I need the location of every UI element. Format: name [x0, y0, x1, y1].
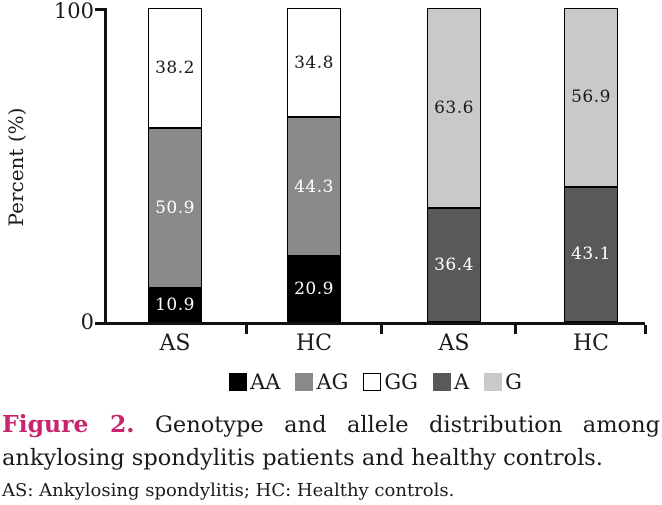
x-axis-tick [245, 325, 248, 334]
legend-item-AA: AA [229, 370, 280, 394]
legend-label-G: G [505, 370, 522, 394]
caption-line-1: Figure 2. Genotype and allele distributi… [2, 407, 660, 442]
y-tick-label-100: 100 [53, 0, 94, 23]
bar-segment-G-AS: 63.6 [427, 8, 481, 208]
bar-segment-A-AS: 36.4 [427, 207, 481, 322]
x-axis-line [95, 322, 645, 325]
legend-swatch-AA [229, 373, 248, 391]
segment-value-label: 36.4 [434, 254, 474, 275]
bar-segment-AG-HC: 44.3 [287, 117, 341, 257]
x-axis-tick [644, 325, 647, 334]
legend-swatch-A [432, 373, 451, 391]
bar-segment-A-HC: 43.1 [564, 186, 618, 322]
x-axis-label-AS-0: AS [159, 331, 191, 356]
legend-label-AA: AA [250, 370, 281, 394]
bar-segment-AA-HC: 20.9 [287, 256, 341, 322]
legend-item-A: A [432, 370, 470, 394]
legend-label-A: A [453, 370, 470, 394]
figure-footnote: AS: Ankylosing spondylitis; HC: Healthy … [2, 480, 455, 501]
segment-value-label: 38.2 [155, 57, 195, 78]
x-axis-tick [380, 325, 383, 334]
y-axis-line [104, 8, 107, 325]
figure-caption: Figure 2. Genotype and allele distributi… [2, 407, 660, 503]
segment-value-label: 44.3 [294, 176, 334, 197]
legend-item-GG: GG [363, 370, 418, 394]
bar-segment-GG-AS: 38.2 [148, 8, 202, 128]
legend-label-GG: GG [384, 370, 418, 394]
bar-segment-AG-AS: 50.9 [148, 127, 202, 288]
segment-value-label: 50.9 [155, 197, 195, 218]
y-tick-label-0: 0 [80, 310, 94, 334]
caption-text-line1: Genotype and allele distribution among [154, 412, 660, 438]
bar-segment-AA-AS: 10.9 [148, 287, 202, 322]
legend-label-AG: AG [316, 370, 349, 394]
legend-swatch-G [484, 373, 503, 391]
caption-line-2: ankylosing spondylitis patients and heal… [2, 445, 603, 471]
segment-value-label: 10.9 [155, 294, 195, 315]
segment-value-label: 56.9 [571, 87, 611, 108]
legend-swatch-GG [363, 373, 382, 391]
bar-segment-GG-HC: 34.8 [287, 8, 341, 118]
caption-figure-label: Figure 2. [2, 410, 135, 438]
y-tick-100 [95, 8, 104, 11]
legend-item-AG: AG [295, 370, 348, 394]
x-axis-label-HC-3: HC [572, 331, 610, 356]
x-axis-label-HC-1: HC [295, 331, 333, 356]
segment-value-label: 34.8 [294, 52, 334, 73]
segment-value-label: 20.9 [294, 279, 334, 300]
segment-value-label: 43.1 [571, 244, 611, 265]
x-axis-tick [514, 325, 517, 334]
chart-legend: AA AG GG A G [106, 370, 645, 394]
x-axis-label-AS-2: AS [438, 331, 470, 356]
legend-item-G: G [484, 370, 522, 394]
bar-segment-G-HC: 56.9 [564, 8, 618, 187]
y-axis-title: Percent (%) [4, 107, 28, 227]
segment-value-label: 63.6 [434, 97, 474, 118]
legend-swatch-AG [295, 373, 314, 391]
